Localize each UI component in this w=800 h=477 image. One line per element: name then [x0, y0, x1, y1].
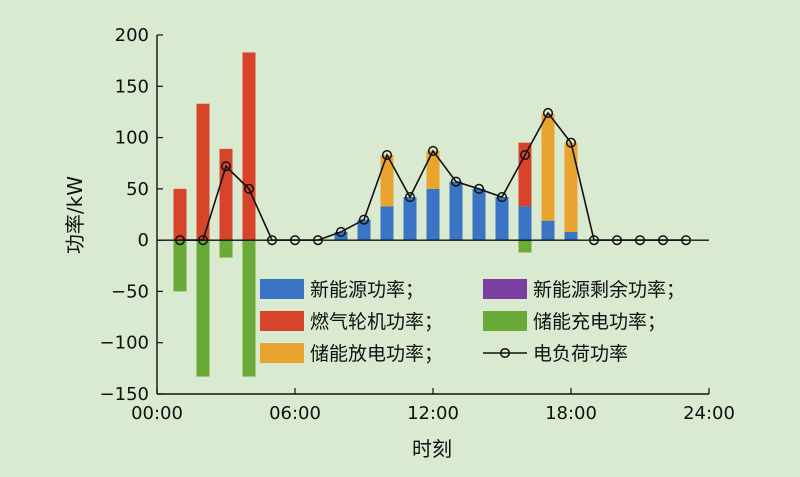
load-point-12 — [427, 145, 439, 156]
bar-new-energy-13 — [449, 181, 463, 241]
legend-swatch-storage-discharge — [260, 343, 304, 363]
x-tick-label-4: 24:00 — [683, 403, 735, 424]
load-point-10 — [381, 149, 393, 161]
load-point-3 — [220, 161, 232, 172]
bar-new-energy-12 — [426, 188, 440, 241]
load-point-13 — [450, 176, 462, 187]
bar-new-energy-10 — [380, 206, 394, 241]
legend-label-load: 电负荷功率 — [533, 343, 628, 365]
load-line — [180, 111, 686, 241]
load-point-21 — [634, 235, 646, 246]
bar-storage-discharge-12 — [426, 150, 440, 189]
bar-gas-turbine-1 — [173, 188, 187, 241]
y-tick-label-6: −100 — [100, 333, 149, 354]
x-tick-label-3: 18:00 — [545, 403, 597, 424]
legend-label-gas-turbine: 燃气轮机功率； — [310, 311, 443, 333]
bar-storage-charge-16 — [518, 240, 532, 253]
x-tick-label-1: 06:00 — [269, 403, 321, 424]
y-axis-title: 功率/kW — [63, 176, 87, 254]
y-tick-label-3: 50 — [126, 179, 149, 200]
load-point-17 — [542, 107, 554, 119]
legend: 新能源功率； 新能源剩余功率； 燃气轮机功率； 储能充电功率； 储能放电功率； 电负荷功率 — [260, 279, 685, 365]
y-tick-label-2: 100 — [115, 128, 149, 149]
load-point-15 — [496, 192, 508, 203]
bar-new-energy-17 — [541, 220, 555, 241]
y-tick-label-7: −150 — [100, 384, 149, 405]
bar-storage-charge-4 — [242, 240, 256, 377]
bar-storage-discharge-10 — [380, 155, 394, 207]
load-point-5 — [266, 235, 278, 246]
bar-storage-charge-1 — [173, 240, 187, 292]
bar-storage-discharge-17 — [541, 113, 555, 221]
load-point-9 — [358, 214, 370, 225]
bar-new-energy-9 — [357, 219, 371, 241]
x-axis-title: 时刻 — [412, 437, 452, 461]
bar-new-energy-18 — [564, 231, 578, 241]
load-point-22 — [657, 235, 669, 246]
x-tick-label-2: 12:00 — [407, 403, 459, 424]
bar-gas-turbine-16 — [518, 142, 532, 207]
load-point-2 — [197, 235, 209, 246]
x-tick-label-0: 00:00 — [131, 403, 183, 424]
legend-label-storage-charge: 储能充电功率； — [533, 311, 666, 333]
load-point-1 — [174, 235, 186, 246]
legend-label-storage-discharge: 储能放电功率； — [310, 343, 443, 365]
load-point-20 — [611, 235, 623, 246]
load-point-8 — [335, 226, 347, 237]
load-point-6 — [289, 235, 301, 246]
legend-swatch-new-energy-surplus — [483, 279, 527, 299]
y-tick-label-0: 200 — [115, 25, 149, 46]
load-line-layer — [174, 107, 692, 246]
bar-layer — [173, 52, 578, 377]
load-point-4 — [243, 183, 255, 194]
bar-new-energy-15 — [495, 197, 509, 241]
bar-storage-charge-3 — [219, 240, 233, 258]
y-tick-label-4: 0 — [138, 230, 149, 251]
bar-storage-discharge-18 — [564, 142, 578, 232]
bar-new-energy-14 — [472, 188, 486, 241]
legend-label-new-energy-surplus: 新能源剩余功率； — [533, 279, 685, 301]
load-point-23 — [680, 235, 692, 246]
bar-storage-charge-2 — [196, 240, 210, 377]
legend-marker-load — [499, 347, 511, 359]
bar-new-energy-16 — [518, 206, 532, 241]
legend-swatch-storage-charge — [483, 311, 527, 331]
load-point-7 — [312, 235, 324, 246]
load-point-18 — [565, 137, 577, 148]
y-tick-label-1: 150 — [115, 76, 149, 97]
load-point-11 — [404, 192, 416, 203]
load-point-14 — [473, 183, 485, 194]
bar-new-energy-11 — [403, 197, 417, 241]
bar-gas-turbine-2 — [196, 103, 210, 241]
legend-label-new-energy: 新能源功率； — [310, 279, 424, 301]
bar-gas-turbine-4 — [242, 52, 256, 241]
load-point-19 — [588, 235, 600, 246]
y-tick-label-5: −50 — [111, 281, 149, 302]
load-point-16 — [519, 149, 531, 161]
bar-gas-turbine-3 — [219, 148, 233, 241]
legend-swatch-new-energy — [260, 279, 304, 299]
legend-swatch-gas-turbine — [260, 311, 304, 331]
